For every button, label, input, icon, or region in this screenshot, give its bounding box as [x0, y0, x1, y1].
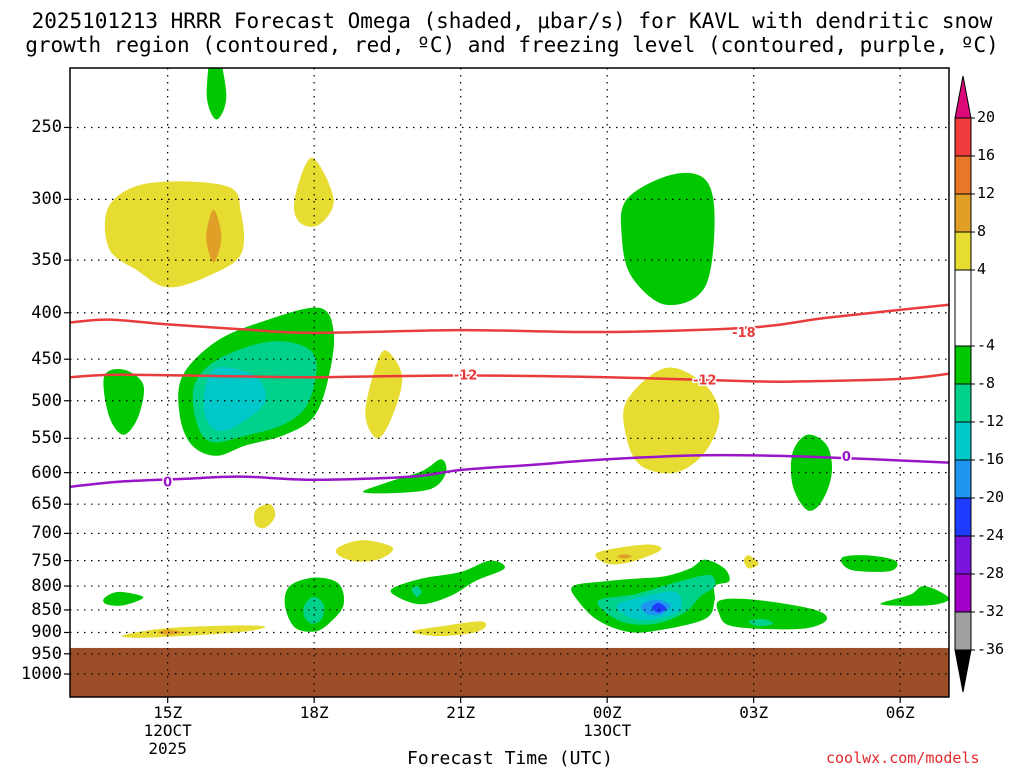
colorbar-level-label: 20	[977, 108, 996, 126]
colorbar-band-9	[954, 497, 972, 537]
y-tick-label: 550	[31, 428, 62, 449]
isotherm-label--12-0: -12	[454, 369, 478, 384]
y-tick-label: 350	[31, 250, 62, 271]
omega-region-9	[362, 459, 447, 494]
omega-region-0	[104, 181, 245, 288]
isotherm-line--18	[70, 303, 949, 335]
x-tick-sublabel: 12OCT	[143, 721, 192, 740]
omega-region-30	[595, 544, 662, 565]
y-tick-label: 250	[31, 117, 62, 138]
isotherm-label-0-0: 0	[163, 476, 172, 491]
omega-region-3	[206, 68, 227, 120]
x-tick-sublabel: 13OCT	[583, 721, 632, 740]
colorbar-band-10	[954, 535, 972, 575]
colorbar-band-4	[954, 269, 972, 347]
colorbar-level-label: 4	[977, 260, 987, 278]
colorbar-level-label: -24	[977, 526, 1005, 544]
y-tick-label: 500	[31, 390, 62, 411]
omega-region-1	[206, 209, 222, 263]
x-axis-title: Forecast Time (UTC)	[407, 748, 613, 769]
plot-frame	[69, 67, 950, 698]
colorbar-band-5	[954, 345, 972, 385]
colorbar-band-2	[954, 193, 972, 233]
colorbar-level-label: -8	[977, 374, 996, 392]
x-tick-label: 21Z	[446, 703, 476, 722]
x-tick-sublabel: 2025	[148, 739, 187, 758]
colorbar-level-label: -4	[977, 336, 996, 354]
omega-region-10	[254, 504, 276, 529]
colorbar-level-label: 16	[977, 146, 996, 164]
omega-region-33	[623, 367, 720, 474]
omega-region-15	[411, 585, 422, 597]
isotherm-line--12	[70, 372, 949, 384]
omega-region-13	[303, 596, 325, 624]
x-tick-label: 00Z	[592, 703, 622, 722]
colorbar-band-0	[954, 117, 972, 157]
omega-region-27	[840, 555, 898, 572]
omega-region-31	[616, 554, 632, 559]
y-tick-label: 1000	[21, 664, 62, 685]
omega-region-11	[335, 540, 394, 562]
omega-region-24	[652, 602, 666, 613]
omega-region-29	[743, 555, 759, 569]
colorbar-band-7	[954, 421, 972, 461]
colorbar-band-8	[954, 459, 972, 499]
colorbar-band-3	[954, 231, 972, 271]
colorbar-under-arrow	[954, 649, 972, 693]
y-tick-label: 900	[31, 622, 62, 643]
y-tick-label: 750	[31, 550, 62, 571]
colorbar-level-label: 8	[977, 222, 987, 240]
y-tick-label: 950	[31, 643, 62, 664]
colorbar-level-label: -36	[977, 640, 1005, 658]
colorbar-level-label: -32	[977, 602, 1005, 620]
colorbar-band-11	[954, 573, 972, 613]
colorbar-level-label: -16	[977, 450, 1005, 468]
omega-region-16	[121, 625, 266, 638]
isotherm-label-0-1: 0	[842, 450, 851, 465]
y-tick-label: 600	[31, 462, 62, 483]
y-tick-label: 850	[31, 599, 62, 620]
colorbar-band-6	[954, 383, 972, 423]
omega-region-14	[390, 560, 505, 605]
colorbar-band-1	[954, 155, 972, 195]
colorbar-level-label: -12	[977, 412, 1005, 430]
omega-region-2	[293, 157, 334, 227]
omega-region-17	[157, 629, 183, 635]
colorbar-band-12	[954, 611, 972, 651]
y-tick-label: 300	[31, 189, 62, 210]
colorbar-level-label: -20	[977, 488, 1005, 506]
isotherm-label--18-0: -18	[732, 326, 756, 341]
omega-region-8	[365, 350, 403, 439]
y-tick-label: 700	[31, 523, 62, 544]
omega-region-7	[203, 367, 266, 432]
omega-region-26	[748, 619, 774, 627]
colorbar-over-arrow	[954, 75, 972, 119]
x-tick-label: 18Z	[299, 703, 329, 722]
omega-region-18	[411, 621, 487, 637]
omega-region-25	[716, 598, 828, 630]
y-tick-label: 450	[31, 349, 62, 370]
x-tick-label: 06Z	[885, 703, 915, 722]
y-tick-label: 800	[31, 576, 62, 597]
y-tick-label: 400	[31, 302, 62, 323]
y-tick-label: 650	[31, 494, 62, 515]
x-tick-label: 03Z	[739, 703, 769, 722]
colorbar-level-label: -28	[977, 564, 1005, 582]
isotherm-line-0	[70, 453, 949, 489]
omega-region-4	[103, 368, 145, 435]
omega-region-28	[880, 585, 949, 606]
credit-link[interactable]: coolwx.com/models	[826, 749, 980, 767]
omega-region-19	[103, 591, 144, 606]
ground-below-surface	[70, 647, 949, 697]
omega-region-34	[790, 434, 832, 511]
chart-title-line-2: growth region (contoured, red, ºC) and f…	[25, 33, 999, 57]
x-tick-label: 15Z	[153, 703, 183, 722]
colorbar-level-label: 12	[977, 184, 996, 202]
omega-region-32	[620, 172, 715, 306]
plot-area: -18 -12 -12 0 0	[70, 68, 949, 697]
chart-title-line-1: 2025101213 HRRR Forecast Omega (shaded, …	[31, 9, 993, 33]
isotherm-label--12-1: -12	[693, 374, 717, 389]
